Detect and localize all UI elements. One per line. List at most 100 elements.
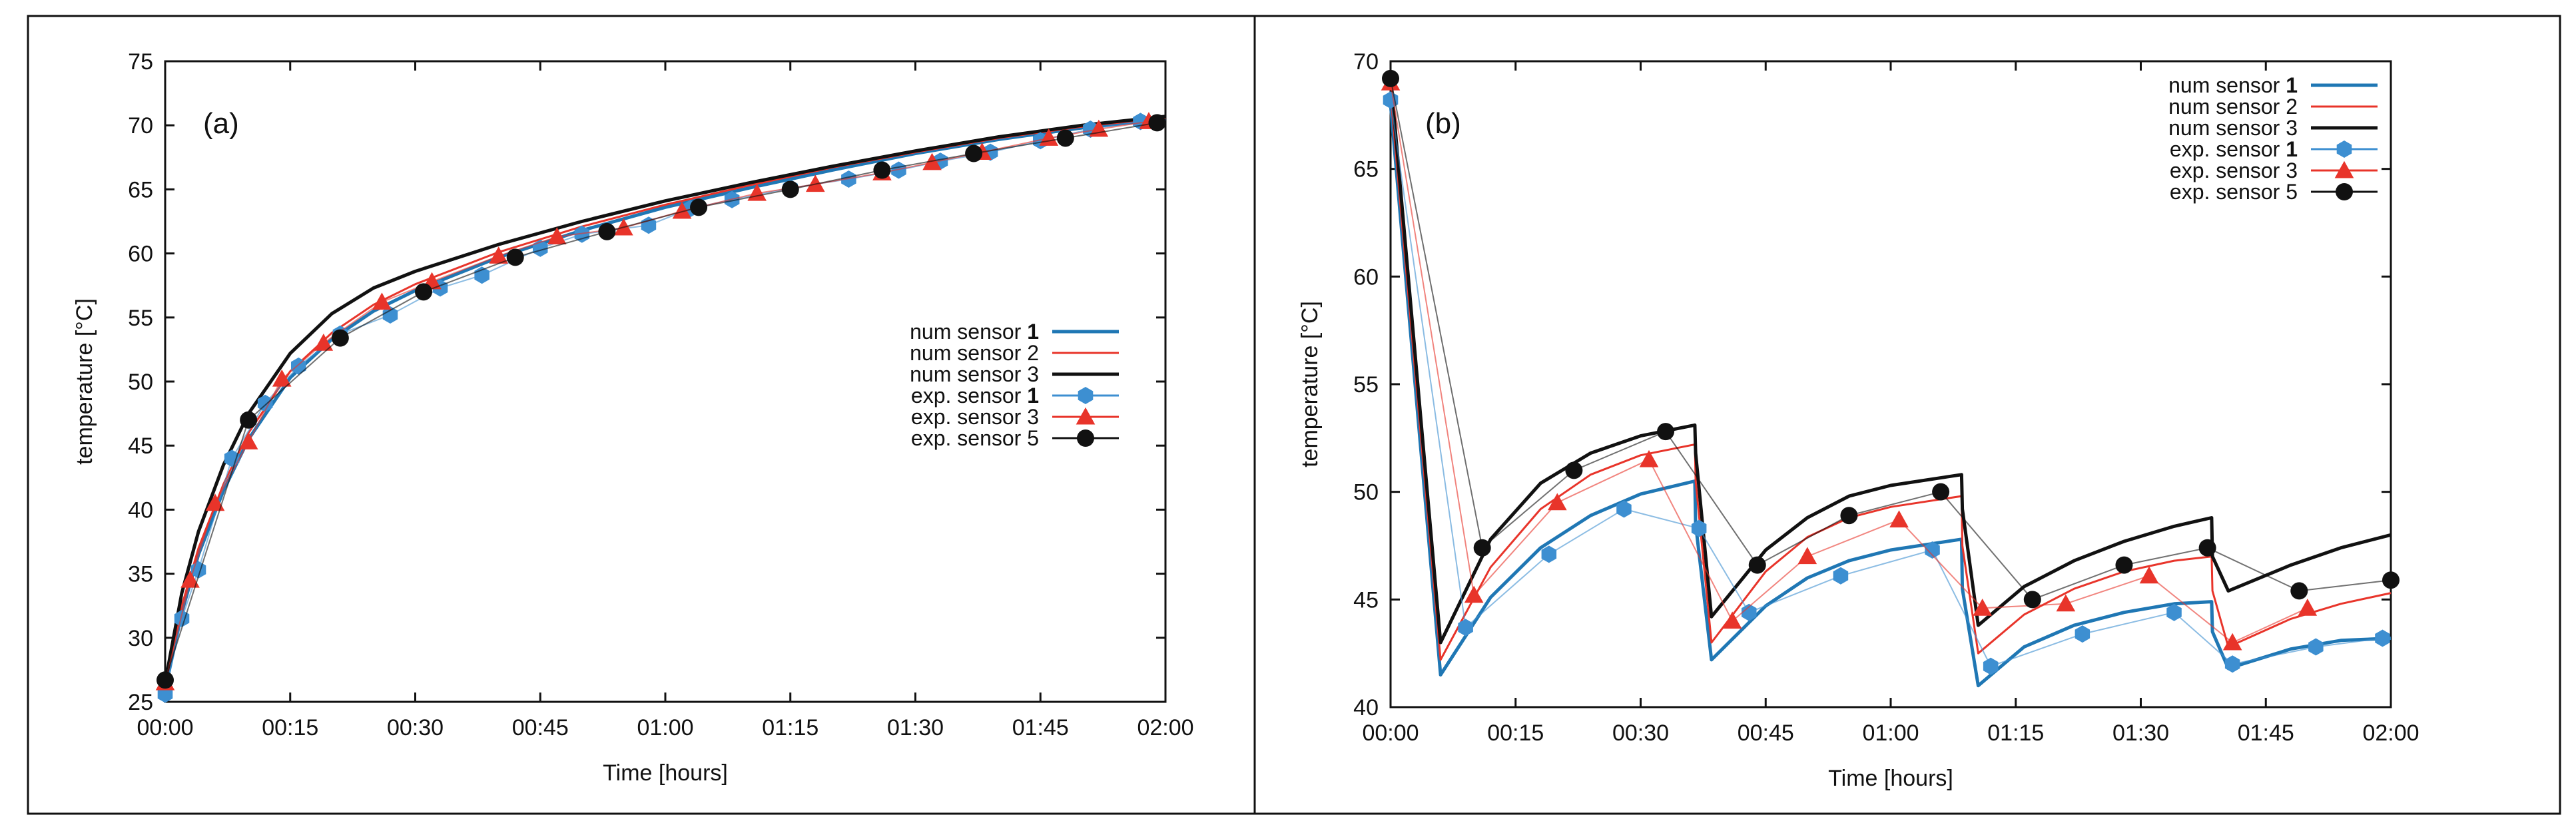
y-tick-label: 50	[128, 370, 153, 395]
data-point-circle	[2115, 556, 2133, 574]
data-point-circle	[1473, 539, 1491, 557]
x-tick-label: 01:15	[1987, 720, 2044, 746]
data-point-hexagon	[2166, 603, 2182, 621]
series-connector-5	[1390, 83, 2308, 644]
x-tick-label: 00:30	[387, 715, 444, 740]
y-tick-label: 50	[1353, 480, 1379, 505]
x-axis-title: Time [hours]	[1828, 766, 1953, 791]
x-tick-label: 01:30	[2112, 720, 2169, 746]
x-tick-label: 00:45	[1738, 720, 1794, 746]
y-tick-label: 55	[1353, 372, 1379, 398]
data-point-triangle	[314, 333, 334, 351]
data-point-triangle	[2298, 598, 2318, 616]
data-point-circle	[1657, 423, 1675, 441]
legend-label: num sensor 1	[2168, 73, 2298, 97]
y-tick-label: 70	[1353, 49, 1379, 75]
data-point-triangle	[372, 292, 392, 310]
data-point-hexagon	[1691, 519, 1707, 537]
x-tick-label: 00:00	[137, 715, 193, 740]
data-point-circle	[1382, 69, 1399, 87]
data-point-circle	[598, 222, 616, 240]
x-tick-label: 00:30	[1612, 720, 1669, 746]
series-line-2	[1389, 93, 2392, 661]
data-point-triangle	[489, 246, 508, 264]
y-tick-label: 45	[128, 433, 153, 459]
series-line-3	[163, 115, 1166, 683]
data-point-circle	[2023, 591, 2041, 609]
data-point-circle	[690, 198, 708, 216]
y-tick-label: 40	[128, 497, 153, 523]
data-point-triangle	[272, 369, 292, 387]
y-tick-label: 55	[128, 306, 153, 331]
data-point-triangle	[1889, 510, 1909, 528]
x-tick-label: 00:45	[512, 715, 569, 740]
series-connector-4	[1390, 100, 2383, 667]
data-point-hexagon	[2224, 655, 2240, 673]
chart-panel-a: 00:00 00:15 00:30 00:45 01:00 01:15 01:30 01:45…	[72, 49, 1194, 786]
y-tick-label: 75	[128, 49, 153, 75]
legend-label: exp. sensor 3	[2170, 158, 2298, 182]
data-point-hexagon	[574, 225, 590, 243]
data-point-circle	[1056, 129, 1074, 147]
data-point-hexagon	[2375, 629, 2390, 647]
y-tick-label: 45	[1353, 587, 1379, 613]
data-point-circle	[157, 671, 174, 689]
legend-label: num sensor 2	[2168, 95, 2298, 119]
data-point-triangle	[806, 174, 825, 192]
data-point-hexagon	[224, 449, 240, 467]
x-tick-label: 01:15	[762, 715, 818, 740]
y-tick-label: 65	[1353, 157, 1379, 182]
data-point-circle	[415, 283, 433, 301]
data-point-circle	[781, 180, 799, 198]
x-tick-label: 00:15	[1487, 720, 1544, 746]
data-point-circle	[1932, 483, 1950, 501]
data-point-triangle	[205, 493, 225, 511]
series-connector-6	[1390, 78, 2392, 601]
y-tick-label: 30	[128, 626, 153, 651]
data-point-triangle	[547, 227, 567, 245]
data-point-circle	[873, 161, 891, 179]
data-point-triangle	[180, 570, 200, 588]
data-point-hexagon	[1833, 567, 1849, 585]
data-point-triangle	[1722, 611, 1742, 629]
series-connector-6	[164, 122, 1157, 681]
panel-b-frame	[1253, 15, 2561, 815]
data-point-triangle	[1089, 119, 1109, 137]
x-tick-label: 01:45	[2238, 720, 2294, 746]
data-point-triangle	[1973, 598, 1992, 616]
data-point-triangle	[2139, 566, 2159, 584]
y-tick-label: 65	[128, 177, 153, 202]
data-point-circle	[1148, 114, 1166, 132]
data-point-triangle	[672, 201, 692, 219]
data-point-hexagon	[2308, 638, 2324, 656]
legend-swatch-marker	[2336, 140, 2352, 158]
legend-label: exp. sensor 5	[911, 426, 1039, 450]
x-tick-label: 01:00	[637, 715, 693, 740]
data-point-triangle	[2222, 633, 2242, 651]
panel-label: (a)	[203, 107, 239, 140]
legend-label: num sensor 3	[2168, 116, 2298, 140]
data-point-triangle	[2056, 594, 2076, 612]
legend-label: num sensor 2	[910, 341, 1039, 365]
legend-swatch-marker	[2334, 160, 2354, 178]
data-point-circle	[1748, 556, 1766, 574]
chart-panel-b: 00:00 00:15 00:30 00:45 01:00 01:15 01:30 01:45…	[1297, 49, 2419, 791]
y-axis-title: temperature [°C]	[1297, 301, 1323, 467]
y-tick-label: 35	[128, 562, 153, 587]
y-tick-label: 25	[128, 690, 153, 715]
x-tick-label: 01:30	[887, 715, 944, 740]
data-point-circle	[2382, 571, 2400, 589]
x-tick-label: 02:00	[2362, 720, 2419, 746]
data-point-circle	[1840, 507, 1858, 525]
legend-swatch-marker	[1078, 387, 1094, 404]
data-point-hexagon	[1983, 657, 1999, 675]
legend-label: exp. sensor 5	[2170, 180, 2298, 204]
legend-label: exp. sensor 3	[911, 405, 1039, 429]
legend-swatch-marker	[2336, 183, 2353, 200]
data-point-circle	[965, 144, 983, 162]
data-point-circle	[506, 248, 524, 266]
data-point-circle	[240, 411, 258, 429]
